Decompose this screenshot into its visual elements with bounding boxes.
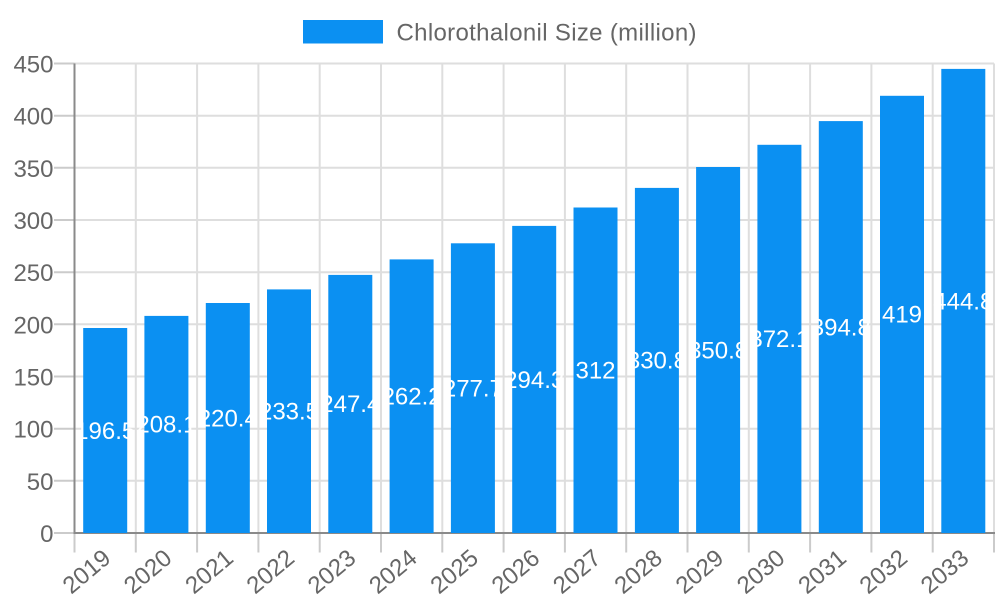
svg-text:250: 250 [13,260,53,287]
svg-text:150: 150 [13,365,53,392]
svg-text:350: 350 [13,156,53,183]
svg-text:294.3: 294.3 [504,367,564,394]
svg-text:419: 419 [882,302,922,329]
svg-text:196.5: 196.5 [75,418,135,445]
svg-text:350.8: 350.8 [688,337,748,364]
svg-text:330.8: 330.8 [627,348,687,375]
svg-text:400: 400 [13,104,53,131]
svg-text:300: 300 [13,208,53,235]
svg-text:247.4: 247.4 [320,391,380,418]
svg-text:100: 100 [13,417,53,444]
svg-text:Chlorothalonil Size (million): Chlorothalonil Size (million) [397,19,697,46]
svg-text:262.2: 262.2 [382,384,442,411]
svg-text:372.1: 372.1 [749,326,809,353]
svg-text:200: 200 [13,312,53,339]
svg-text:394.8: 394.8 [811,314,871,341]
svg-text:277.7: 277.7 [443,375,503,402]
svg-text:220.4: 220.4 [198,405,258,432]
svg-text:312: 312 [575,358,615,385]
svg-text:208.1: 208.1 [136,412,196,439]
svg-text:0: 0 [40,521,53,548]
svg-text:450: 450 [13,52,53,79]
svg-text:444.8: 444.8 [933,288,993,315]
svg-text:233.5: 233.5 [259,399,319,426]
svg-text:50: 50 [27,469,54,496]
